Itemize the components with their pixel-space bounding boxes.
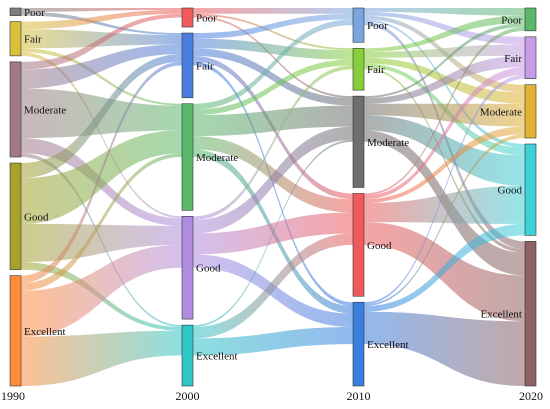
node-1990-fair <box>9 21 22 57</box>
node-2010-excellent <box>352 301 365 387</box>
node-label-2010-moderate: Moderate <box>367 137 409 149</box>
flow-2010-excellent-to-2020-good <box>364 223 525 312</box>
node-2010-moderate <box>352 95 365 188</box>
node-2000-fair <box>181 32 194 99</box>
node-1990-moderate <box>9 61 22 158</box>
node-2000-good <box>181 216 194 320</box>
node-2000-moderate <box>181 103 194 211</box>
node-label-1990-poor: Poor <box>24 7 45 19</box>
node-2000-poor <box>181 7 194 28</box>
nodes-layer <box>9 7 537 387</box>
flow-2000-poor-to-2010-moderate <box>193 15 353 99</box>
node-label-2020-fair: Fair <box>504 53 522 65</box>
flow-1990-good-to-2000-good <box>21 223 182 262</box>
flow-2000-excellent-to-2010-excellent <box>193 327 353 356</box>
node-2000-excellent <box>181 324 194 387</box>
flow-2000-fair-to-2010-poor <box>193 13 353 39</box>
flow-2010-moderate-to-2020-good <box>364 115 525 186</box>
node-1990-good <box>9 162 22 270</box>
flow-2010-good-to-2020-poor <box>364 27 525 196</box>
flow-2000-good-to-2010-fair <box>193 65 353 221</box>
flow-1990-poor-to-2000-fair <box>21 11 182 35</box>
flow-1990-excellent-to-2000-excellent <box>21 330 182 386</box>
node-2020-good <box>524 143 537 236</box>
flow-1990-good-to-2000-fair <box>21 53 182 179</box>
flow-2010-excellent-to-2020-moderate <box>364 134 525 307</box>
axis-label-2010: 2010 <box>347 389 371 403</box>
flow-2000-excellent-to-2010-moderate <box>193 139 353 327</box>
node-label-2020-poor: Poor <box>501 14 522 26</box>
flow-2000-moderate-to-2010-moderate <box>193 105 353 137</box>
node-label-1990-good: Good <box>24 211 49 223</box>
flow-2000-poor-to-2010-poor <box>193 8 353 14</box>
flow-2010-moderate-to-2020-fair <box>364 55 525 104</box>
node-2010-fair <box>352 47 365 91</box>
axis-label-2000: 2000 <box>176 389 200 403</box>
node-label-2010-fair: Fair <box>367 64 385 76</box>
node-label-2010-good: Good <box>367 240 392 252</box>
flow-2010-good-to-2020-fair <box>364 67 525 200</box>
node-2020-excellent <box>524 241 537 387</box>
flow-2000-fair-to-2010-moderate <box>193 48 353 106</box>
flow-2000-fair-to-2010-fair <box>193 38 353 60</box>
node-label-1990-moderate: Moderate <box>24 104 66 116</box>
flow-1990-fair-to-2000-good <box>21 52 182 219</box>
node-1990-excellent <box>9 275 22 387</box>
axis-layer: 1990 2000 2010 2020 <box>1 389 543 403</box>
flow-2010-fair-to-2020-fair <box>364 44 525 58</box>
node-label-1990-excellent: Excellent <box>24 326 66 338</box>
node-label-2020-moderate: Moderate <box>480 106 522 118</box>
axis-label-1990: 1990 <box>1 389 25 403</box>
node-label-2000-poor: Poor <box>196 13 217 25</box>
flow-1990-excellent-to-2000-moderate <box>21 153 182 291</box>
node-label-2000-fair: Fair <box>196 60 214 72</box>
node-2020-poor <box>524 7 537 32</box>
flow-1990-fair-to-2000-poor <box>21 9 182 30</box>
node-2010-poor <box>352 7 365 43</box>
flow-2010-excellent-to-2020-excellent <box>364 311 525 386</box>
flow-2010-moderate-to-2020-poor <box>364 23 525 99</box>
node-1990-poor <box>9 7 22 16</box>
node-label-2000-excellent: Excellent <box>196 351 238 363</box>
flow-1990-poor-to-2000-poor <box>21 8 182 12</box>
flow-2010-good-to-2020-good <box>364 185 525 224</box>
flow-2010-excellent-to-2020-fair <box>364 74 525 305</box>
node-label-2010-excellent: Excellent <box>367 339 409 351</box>
flow-1990-good-to-2000-moderate <box>21 130 182 224</box>
flow-2000-moderate-to-2010-fair <box>193 59 353 116</box>
flow-2010-moderate-to-2020-moderate <box>364 103 525 127</box>
node-label-1990-fair: Fair <box>24 34 42 46</box>
node-label-2000-moderate: Moderate <box>196 152 238 164</box>
links-layer <box>21 8 525 386</box>
flow-1990-moderate-to-2000-fair <box>21 44 182 89</box>
flow-1990-moderate-to-2000-poor <box>21 13 182 70</box>
node-label-2020-excellent: Excellent <box>480 309 522 321</box>
flow-1990-excellent-to-2000-good <box>21 244 182 337</box>
node-2010-good <box>352 193 365 297</box>
flow-2010-good-to-2020-moderate <box>364 126 525 203</box>
node-label-2000-good: Good <box>196 263 221 275</box>
flow-2010-poor-to-2020-poor <box>364 8 525 16</box>
node-label-2020-good: Good <box>498 185 523 197</box>
flow-2010-poor-to-2020-fair <box>364 11 525 45</box>
flow-2010-fair-to-2020-poor <box>364 15 525 53</box>
flow-2000-good-to-2010-moderate <box>193 126 353 234</box>
flow-2000-excellent-to-2010-good <box>193 233 353 339</box>
flow-1990-fair-to-2000-moderate <box>21 48 182 106</box>
flow-2000-poor-to-2010-fair <box>193 13 353 51</box>
flow-1990-excellent-to-2000-fair <box>21 61 182 284</box>
flow-2000-moderate-to-2010-poor <box>193 19 353 110</box>
labels-layer: Poor Fair Moderate Good Excellent Poor Fair Mod… <box>24 7 522 363</box>
node-label-2010-poor: Poor <box>367 20 388 32</box>
node-2020-moderate <box>524 84 537 139</box>
axis-label-2020: 2020 <box>519 389 543 403</box>
node-2020-fair <box>524 36 537 80</box>
flow-2010-fair-to-2020-excellent <box>364 67 525 253</box>
